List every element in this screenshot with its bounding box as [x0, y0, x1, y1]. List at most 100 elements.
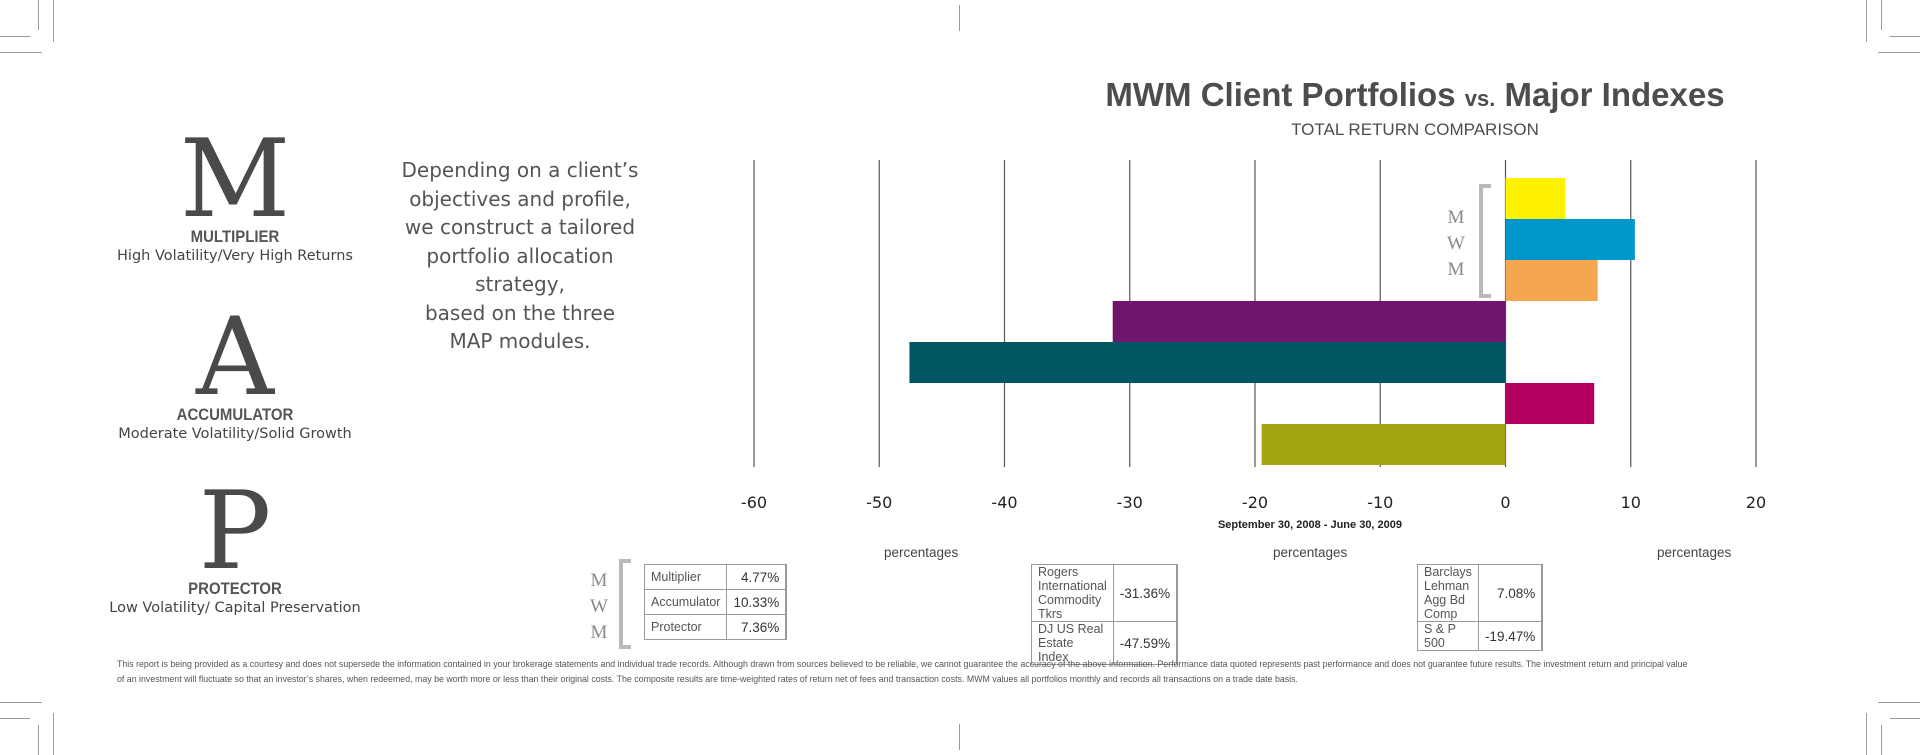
row-value: -19.47% — [1477, 621, 1543, 651]
table-row: Barclays Lehman Agg Bd Comp 7.08% — [1417, 564, 1544, 622]
color-swatch — [1541, 564, 1544, 622]
chart-title-left: MWM Client Portfolios — [1105, 76, 1456, 113]
intro-line: MAP modules. — [449, 329, 591, 353]
x-tick-label: -40 — [991, 493, 1017, 512]
bar-barclays-lehman-agg-bd-comp — [1505, 383, 1595, 424]
mwm-letter: M — [590, 570, 608, 591]
x-tick-label: -10 — [1367, 493, 1393, 512]
mwm-letter: M — [590, 622, 608, 643]
row-name: Rogers International Commodity Tkrs — [1031, 564, 1114, 622]
table-mwm-bracket — [619, 559, 631, 649]
row-value: 7.36% — [726, 614, 787, 640]
crop-mark — [38, 725, 39, 755]
x-tick-label: -30 — [1117, 493, 1143, 512]
color-swatch — [785, 614, 788, 640]
crop-mark — [1866, 0, 1867, 42]
x-tick-label: -50 — [866, 493, 892, 512]
row-name: Accumulator — [643, 589, 728, 615]
row-value: -31.36% — [1112, 564, 1178, 622]
crop-mark — [0, 52, 42, 53]
x-tick-label: 20 — [1746, 493, 1766, 512]
x-tick-label: 0 — [1500, 493, 1510, 512]
disclaimer-text: This report is being provided as a court… — [117, 658, 1688, 684]
row-value: -47.59% — [1112, 621, 1178, 665]
row-name: Protector — [643, 614, 728, 640]
crop-mark — [1878, 702, 1920, 703]
table-row: S & P 500 -19.47% — [1417, 621, 1544, 651]
chart-subtitle: TOTAL RETURN COMPARISON — [1291, 120, 1539, 139]
table-row: Accumulator 10.33% — [643, 589, 788, 615]
intro-line: objectives and profile, — [409, 186, 631, 211]
x-tick-label: -20 — [1242, 493, 1268, 512]
crop-mark — [1881, 725, 1882, 755]
bar-multiplier — [1505, 178, 1566, 219]
table-mwm-label: M W M — [587, 568, 611, 646]
module-protector: P PROTECTOR Low Volatility/ Capital Pres… — [85, 469, 385, 618]
color-swatch — [785, 564, 788, 590]
mwm-letter: M — [1447, 207, 1465, 228]
intro-line: based on the three — [424, 300, 616, 325]
mwm-letter: W — [1447, 233, 1465, 254]
module-accumulator: A ACCUMULATOR Moderate Volatility/Solid … — [85, 295, 385, 444]
x-tick-label: 10 — [1621, 493, 1641, 512]
module-letter: A — [196, 295, 274, 420]
color-swatch — [785, 589, 788, 615]
table-row: Protector 7.36% — [643, 614, 788, 640]
intro-line: we construct a tailored — [404, 215, 636, 239]
percentages-header: percentages — [884, 545, 959, 560]
percentages-header: percentages — [1657, 545, 1732, 560]
crop-mark — [53, 713, 54, 755]
row-value: 7.08% — [1477, 564, 1543, 622]
table-row: DJ US Real Estate Index -47.59% — [1031, 621, 1179, 665]
bar-s-p-500 — [1261, 424, 1506, 465]
crop-mark — [1881, 0, 1882, 30]
crop-mark — [959, 5, 960, 31]
crop-mark — [0, 702, 42, 703]
module-name: MULTIPLIER — [190, 227, 280, 246]
module-description: Moderate Volatility/Solid Growth — [118, 426, 352, 442]
crop-mark — [1866, 713, 1867, 755]
module-name: PROTECTOR — [188, 579, 282, 598]
module-description: Low Volatility/ Capital Preservation — [109, 600, 361, 616]
intro-line: portfolio allocation strategy, — [426, 243, 614, 297]
row-name: S & P 500 — [1417, 621, 1479, 651]
intro-line: Depending on a client’s — [401, 158, 639, 182]
row-value: 4.77% — [726, 564, 787, 590]
percentages-header: percentages — [1273, 545, 1348, 560]
chart-mwm-label: M W M — [1444, 205, 1468, 283]
crop-mark — [38, 0, 39, 30]
mwm-letter: M — [1447, 259, 1465, 280]
module-description: High Volatility/Very High Returns — [117, 248, 353, 264]
color-swatch — [1541, 621, 1544, 651]
chart-mwm-bracket — [1479, 184, 1491, 298]
bar-accumulator — [1505, 219, 1635, 260]
row-name: Multiplier — [643, 564, 728, 590]
row-name: Barclays Lehman Agg Bd Comp — [1417, 564, 1479, 622]
crop-mark — [959, 724, 960, 750]
color-swatch — [1176, 621, 1179, 665]
table-row: Multiplier 4.77% — [643, 564, 788, 590]
intro-text: Depending on a client’s objectives and p… — [380, 156, 660, 356]
crop-mark — [0, 36, 30, 37]
module-multiplier: M MULTIPLIER High Volatility/Very High R… — [85, 117, 385, 266]
crop-mark — [53, 0, 54, 42]
module-letter: P — [198, 469, 272, 594]
bar-dj-us-real-estate-index — [909, 342, 1506, 383]
period-note: September 30, 2008 - June 30, 2009 — [1217, 519, 1403, 531]
crop-mark — [1890, 718, 1920, 719]
table-row: Rogers International Commodity Tkrs -31.… — [1031, 564, 1179, 622]
chart-title: MWM Client Portfolios vs. Major Indexes — [1000, 76, 1830, 114]
module-name: ACCUMULATOR — [176, 405, 294, 424]
chart-title-vs: vs. — [1464, 86, 1496, 111]
chart-title-right: Major Indexes — [1504, 76, 1725, 113]
bar-protector — [1505, 260, 1598, 301]
color-swatch — [1176, 564, 1179, 622]
crop-mark — [1890, 36, 1920, 37]
crop-mark — [1878, 52, 1920, 53]
crop-mark — [0, 718, 30, 719]
mwm-letter: W — [590, 596, 608, 617]
bar-rogers-international-commodity-tkrs — [1112, 301, 1506, 342]
module-letter: M — [179, 117, 291, 242]
x-tick-label: -60 — [741, 493, 767, 512]
